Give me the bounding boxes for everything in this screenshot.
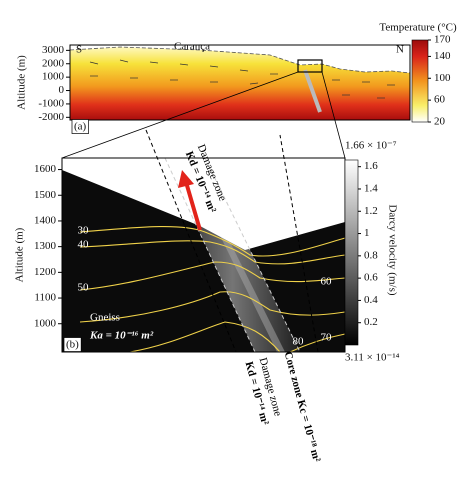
fault bbox=[303, 69, 322, 113]
contour-label: 50 bbox=[78, 282, 90, 294]
annotation: Ka = 10⁻¹⁶ m² bbox=[89, 330, 154, 342]
colorbar-tick-label: 1.6 bbox=[364, 160, 378, 172]
contour-label: 40 bbox=[78, 239, 90, 251]
colorbar-tick-label: 1.2 bbox=[364, 205, 378, 217]
flow-arrows bbox=[89, 59, 395, 99]
contour-label: 80 bbox=[293, 336, 305, 348]
colorbar-tick-label: 60 bbox=[434, 94, 446, 106]
annotation: Core zone Kc = 10⁻¹⁸ m² bbox=[282, 350, 323, 464]
colorbar-min-label: 3.11 × 10⁻¹⁴ bbox=[345, 352, 400, 364]
y-tick-label: 1000 bbox=[34, 317, 57, 329]
flow-arrow bbox=[184, 181, 202, 231]
y-tick-label: 3000 bbox=[42, 44, 65, 56]
annotation: S bbox=[76, 44, 82, 56]
annotation: Gneiss bbox=[90, 312, 120, 324]
annotation: Carança bbox=[174, 41, 210, 53]
zoom-line bbox=[61, 71, 299, 159]
y-axis-label: Altitude (m) bbox=[16, 55, 28, 110]
zoom-box bbox=[297, 59, 323, 73]
colorbar-title: Temperature (°C) bbox=[379, 22, 457, 34]
y-tick-label: 1400 bbox=[34, 214, 57, 226]
colorbar-tick-label: 1.4 bbox=[364, 183, 378, 195]
y-tick-label: 1200 bbox=[34, 266, 57, 278]
y-tick-label: 1000 bbox=[42, 71, 65, 83]
panel-label: (a) bbox=[74, 121, 87, 133]
colorbar-tick-label: 140 bbox=[434, 50, 451, 62]
flow-arrow-head bbox=[178, 170, 194, 188]
isotherms bbox=[79, 225, 346, 353]
zoom-line bbox=[321, 71, 346, 159]
panel-label-box bbox=[71, 119, 89, 134]
y-tick-label: 1500 bbox=[34, 189, 57, 201]
colorbar bbox=[344, 159, 359, 346]
damage-zone-edge bbox=[279, 134, 319, 353]
damage-zone-edge bbox=[145, 129, 237, 353]
y-tick-label: -1000 bbox=[38, 97, 64, 109]
contour-label: 70 bbox=[321, 332, 333, 344]
panel-b bbox=[61, 129, 359, 353]
annotation: N bbox=[396, 44, 404, 56]
colorbar-tick-label: 20 bbox=[434, 116, 446, 128]
damage-zone-edge bbox=[204, 157, 301, 353]
y-tick-label: 1600 bbox=[34, 163, 57, 175]
panel-label-box bbox=[63, 337, 82, 352]
sky bbox=[70, 45, 410, 73]
y-tick-label: 1300 bbox=[34, 240, 57, 252]
colorbar-tick-label: 0.4 bbox=[364, 294, 378, 306]
colorbar-tick-label: 100 bbox=[434, 72, 451, 84]
colorbar-tick-label: 1 bbox=[364, 227, 370, 239]
colorbar-tick-label: 0.6 bbox=[364, 272, 378, 284]
contour-label: 30 bbox=[78, 225, 90, 237]
colorbar-max-label: 1.66 × 10⁻⁷ bbox=[345, 140, 397, 152]
y-tick-label: -2000 bbox=[38, 111, 64, 123]
damage-zone-edge bbox=[164, 157, 256, 353]
colorbar bbox=[411, 39, 429, 123]
y-tick-label: 1100 bbox=[34, 292, 56, 304]
colorbar-title: Darcy velocity (m/s) bbox=[386, 204, 398, 295]
colorbar-tick-label: 170 bbox=[434, 34, 451, 46]
panel-a bbox=[61, 39, 429, 159]
colorbar-tick-label: 0.8 bbox=[364, 249, 378, 261]
colorbar-tick-label: 0.2 bbox=[364, 316, 378, 328]
contour-label: 60 bbox=[321, 276, 333, 288]
sky bbox=[62, 158, 345, 250]
panel-label: (b) bbox=[66, 339, 79, 351]
y-tick-label: 2000 bbox=[42, 57, 65, 69]
y-axis-label: Altitude (m) bbox=[14, 227, 26, 282]
topography bbox=[69, 46, 411, 74]
plot-frame bbox=[69, 44, 411, 121]
y-tick-label: 0 bbox=[59, 84, 65, 96]
